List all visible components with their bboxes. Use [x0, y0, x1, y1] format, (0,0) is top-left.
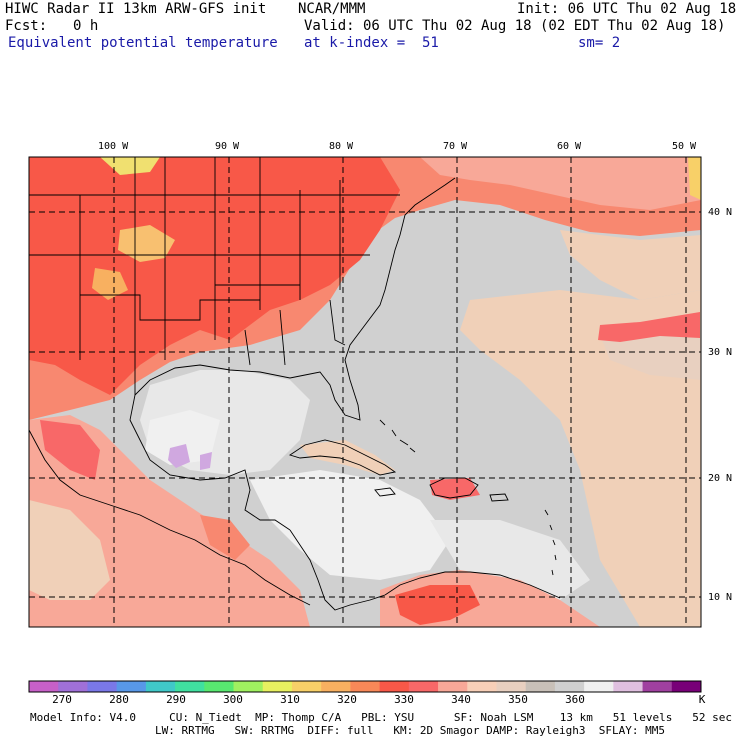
- colorbar-frame: [28, 680, 702, 693]
- lat-label-30n: 30 N: [708, 347, 733, 358]
- colorbar-swatch: [87, 681, 118, 692]
- org-label: NCAR/MMM: [298, 1, 366, 17]
- level-info: at k-index = 51: [304, 35, 439, 51]
- map-frame: [28, 156, 702, 628]
- colorbar: [28, 680, 702, 693]
- colorbar-swatch: [584, 681, 614, 692]
- colorbar-unit: K: [698, 693, 706, 706]
- colorbar-swatch: [175, 681, 205, 692]
- colorbar-swatch: [408, 681, 439, 692]
- colorbar-swatch: [233, 681, 264, 692]
- lat-label-10n: 10 N: [708, 592, 733, 603]
- lon-label-50w: 50 W: [672, 141, 697, 152]
- lat-label-40n: 40 N: [708, 207, 733, 218]
- colorbar-swatch: [204, 681, 235, 692]
- colorbar-swatch: [467, 681, 497, 692]
- lon-label-60w: 60 W: [557, 141, 582, 152]
- footer-physics-info: LW: RRTMG SW: RRTMG DIFF: full KM: 2D Sm…: [155, 724, 665, 737]
- lat-label-20n: 20 N: [708, 473, 733, 484]
- colorbar-tick-label: 290: [166, 693, 186, 706]
- colorbar-swatch: [58, 681, 88, 692]
- colorbar-swatch: [496, 681, 527, 692]
- lon-label-80w: 80 W: [329, 141, 354, 152]
- colorbar-swatch: [642, 681, 673, 692]
- lat-lon-grid: [29, 157, 701, 627]
- colorbar-swatch: [438, 681, 468, 692]
- smoothing-info: sm= 2: [578, 35, 621, 51]
- colorbar-swatch: [613, 681, 644, 692]
- footer-model-info: Model Info: V4.0 CU: N_Tiedt MP: Thomp C…: [30, 711, 732, 724]
- colorbar-tick-label: 280: [109, 693, 129, 706]
- colorbar-swatch: [262, 681, 293, 692]
- colorbar-swatch: [321, 681, 351, 692]
- colorbar-tick-label: 360: [565, 693, 585, 706]
- valid-time: Valid: 06 UTC Thu 02 Aug 18 (02 EDT Thu …: [304, 18, 726, 34]
- fcst-label: Fcst:: [5, 18, 48, 34]
- colorbar-tick-label: 270: [52, 693, 72, 706]
- colorbar-tick-label: 320: [337, 693, 357, 706]
- colorbar-swatch: [379, 681, 410, 692]
- colorbar-tick-label: 340: [451, 693, 471, 706]
- fcst-value: 0 h: [73, 18, 99, 34]
- colorbar-tick-label: 310: [280, 693, 300, 706]
- lon-label-90w: 90 W: [215, 141, 240, 152]
- colorbar-tick-label: 300: [223, 693, 243, 706]
- colorbar-swatch: [350, 681, 381, 692]
- colorbar-tick-label: 330: [394, 693, 414, 706]
- model-title: HIWC Radar II 13km ARW-GFS init: [5, 1, 267, 17]
- colorbar-swatch: [29, 681, 59, 692]
- colorbar-swatch: [525, 681, 556, 692]
- lon-label-100w: 100 W: [98, 141, 129, 152]
- colorbar-swatch: [145, 681, 176, 692]
- lon-label-70w: 70 W: [443, 141, 468, 152]
- field-name: Equivalent potential temperature: [8, 35, 278, 51]
- colorbar-tick-label: 350: [508, 693, 528, 706]
- init-time: Init: 06 UTC Thu 02 Aug 18: [517, 1, 737, 17]
- theta-e-field: [29, 157, 701, 627]
- colorbar-swatch: [291, 681, 322, 692]
- colorbar-swatch: [671, 681, 702, 692]
- colorbar-swatch: [116, 681, 147, 692]
- colorbar-swatch: [554, 681, 585, 692]
